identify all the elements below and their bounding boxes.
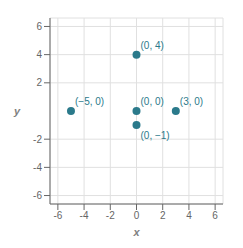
svg-text:4: 4 [186,210,192,221]
svg-text:2: 2 [36,77,42,88]
svg-text:4: 4 [36,49,42,60]
svg-text:(3, 0): (3, 0) [180,96,203,107]
svg-text:0: 0 [134,210,140,221]
svg-text:6: 6 [212,210,218,221]
svg-text:(0, −1): (0, −1) [141,130,170,141]
svg-text:-2: -2 [33,134,42,145]
svg-text:y: y [13,105,21,117]
svg-text:-6: -6 [33,190,42,201]
svg-text:-6: -6 [53,210,62,221]
svg-text:-4: -4 [80,210,89,221]
svg-text:(0, 4): (0, 4) [141,40,164,51]
svg-text:(−5, 0): (−5, 0) [75,96,104,107]
svg-text:2: 2 [160,210,166,221]
svg-text:x: x [132,226,140,238]
svg-text:-2: -2 [106,210,115,221]
svg-text:6: 6 [36,21,42,32]
svg-text:(0, 0): (0, 0) [141,96,164,107]
svg-text:-4: -4 [33,162,42,173]
